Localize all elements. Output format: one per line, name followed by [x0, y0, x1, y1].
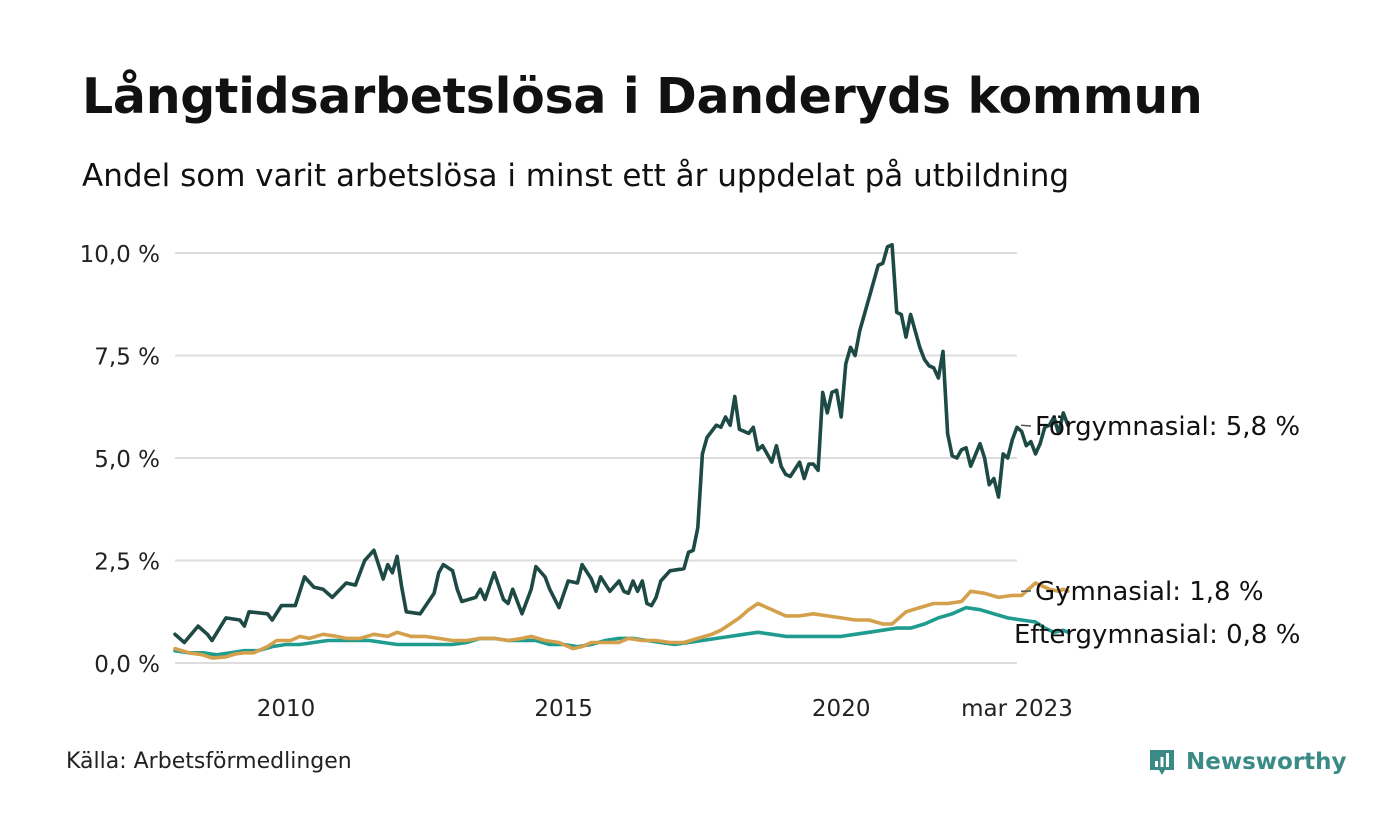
x-tick-label: 2020 [812, 696, 871, 722]
source-note: Källa: Arbetsförmedlingen [66, 749, 352, 774]
y-axis-ticks: 0,0 % 2,5 % 5,0 % 7,5 % 10,0 % [80, 242, 160, 678]
y-tick-label: 0,0 % [94, 652, 160, 678]
newsworthy-logo-icon [1150, 750, 1174, 775]
x-axis-ticks: 2010 2015 2020 mar 2023 [257, 696, 1073, 722]
series-end-labels: Förgymnasial: 5,8 % Gymnasial: 1,8 % Efter… [1014, 412, 1300, 650]
brand-name: Newsworthy [1186, 749, 1347, 775]
label-connector [1020, 424, 1032, 427]
series-line-forgymnasial [173, 243, 1070, 645]
x-tick-label: 2015 [534, 696, 593, 722]
series-line-gymnasial [173, 581, 1070, 660]
y-tick-label: 7,5 % [94, 345, 160, 371]
x-tick-label: mar 2023 [961, 696, 1073, 722]
chart-title: Långtidsarbetslösa i Danderyds kommun [82, 68, 1203, 125]
brand-logo[interactable]: Newsworthy [1148, 744, 1347, 780]
series-end-label-gymnasial: Gymnasial: 1,8 % [1035, 577, 1264, 607]
grid-lines [175, 252, 1017, 664]
y-tick-label: 2,5 % [94, 550, 160, 576]
series-lines [173, 243, 1070, 660]
x-tick-label: 2010 [257, 696, 316, 722]
series-end-label-eftergymnasial: Eftergymnasial: 0,8 % [1014, 620, 1300, 650]
chart-subtitle: Andel som varit arbetslösa i minst ett å… [82, 158, 1070, 194]
series-end-label-forgymnasial: Förgymnasial: 5,8 % [1035, 412, 1300, 442]
y-tick-label: 10,0 % [80, 242, 160, 268]
series-line-eftergymnasial [173, 605, 1070, 657]
y-tick-label: 5,0 % [94, 447, 160, 473]
